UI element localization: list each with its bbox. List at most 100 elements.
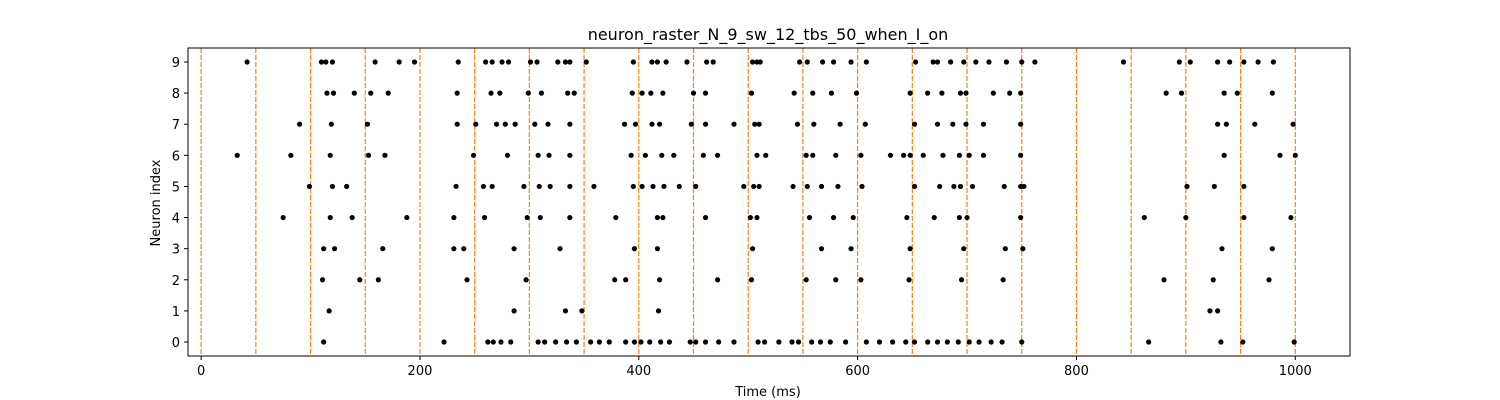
spike-point xyxy=(1223,121,1229,127)
spike-point xyxy=(1218,339,1224,345)
spike-point xyxy=(931,214,937,221)
spike-point xyxy=(534,59,540,65)
spike-point xyxy=(986,59,992,65)
spike-point xyxy=(565,90,571,96)
spike-point xyxy=(647,339,653,345)
spike-point xyxy=(234,152,240,158)
spike-point xyxy=(961,246,967,252)
spike-point xyxy=(454,121,460,127)
spike-point xyxy=(934,121,941,127)
spike-point xyxy=(906,277,912,283)
spike-point xyxy=(964,214,970,221)
spike-point xyxy=(818,246,825,252)
spike-point xyxy=(538,90,545,96)
spike-point xyxy=(631,246,638,252)
spike-point xyxy=(497,90,503,96)
y-tick-label: 7 xyxy=(172,118,180,133)
spike-point xyxy=(911,121,918,127)
spike-point xyxy=(795,339,802,345)
spike-point xyxy=(375,277,381,283)
spike-point xyxy=(591,183,597,190)
spike-point xyxy=(714,152,721,158)
spike-point xyxy=(368,90,374,96)
spike-point xyxy=(357,277,363,283)
spike-point xyxy=(716,339,722,345)
y-tick-label: 9 xyxy=(172,56,180,71)
spike-point xyxy=(957,183,964,190)
spike-point xyxy=(1221,152,1227,158)
spike-point xyxy=(842,339,849,345)
spike-point xyxy=(344,183,350,190)
spike-point xyxy=(702,214,709,221)
spike-point xyxy=(523,277,529,283)
spike-point xyxy=(649,59,655,65)
spike-point xyxy=(642,152,648,158)
spike-point xyxy=(1018,121,1024,127)
spike-point xyxy=(649,121,655,127)
y-axis-ticks: 0 1 2 3 4 5 6 7 8 9 xyxy=(172,56,188,351)
spike-point xyxy=(473,121,479,127)
spike-point xyxy=(567,121,573,127)
spike-point xyxy=(1211,183,1217,190)
spike-point xyxy=(1219,246,1225,252)
spike-point xyxy=(1288,214,1294,221)
spike-point xyxy=(661,183,667,190)
spike-point xyxy=(961,59,967,65)
spike-point xyxy=(532,121,538,127)
spike-point xyxy=(789,339,795,345)
spike-point xyxy=(382,152,388,158)
spike-point xyxy=(573,339,580,345)
spike-point xyxy=(920,152,926,158)
spike-point xyxy=(1187,59,1193,65)
spike-point xyxy=(451,214,457,221)
spike-point xyxy=(890,339,896,345)
spike-point xyxy=(693,339,699,345)
spike-point xyxy=(956,214,962,221)
spike-point xyxy=(660,214,666,221)
spike-point xyxy=(453,183,459,190)
spike-points xyxy=(234,59,1298,345)
spike-point xyxy=(751,183,757,190)
spike-point xyxy=(948,59,954,65)
spike-point xyxy=(850,214,856,221)
spike-point xyxy=(937,183,943,190)
spike-point xyxy=(817,339,824,345)
x-axis-ticks: 0 200 400 600 800 1000 xyxy=(197,356,1312,379)
spike-point xyxy=(329,59,336,65)
spike-point xyxy=(1241,183,1247,190)
spike-point xyxy=(455,59,461,65)
spike-point xyxy=(1163,90,1169,96)
spike-point xyxy=(489,59,495,65)
spike-point xyxy=(508,339,514,345)
spike-point xyxy=(925,90,931,96)
spike-point xyxy=(567,152,573,158)
spike-point xyxy=(833,277,839,283)
spike-point xyxy=(1252,121,1258,127)
spike-point xyxy=(485,339,491,345)
x-tick-label: 1000 xyxy=(1279,364,1312,379)
spike-point xyxy=(934,339,941,345)
spike-point xyxy=(887,152,894,158)
spike-point xyxy=(1019,339,1025,345)
spike-point xyxy=(323,59,329,65)
spike-point xyxy=(364,121,371,127)
spike-point xyxy=(493,121,500,127)
spike-point xyxy=(511,308,517,314)
spike-point xyxy=(639,183,645,190)
spike-point xyxy=(803,277,809,283)
spike-point xyxy=(853,90,860,96)
spike-point xyxy=(623,277,629,283)
spike-point xyxy=(963,121,969,127)
spike-point xyxy=(956,152,962,158)
x-tick-label: 200 xyxy=(408,364,433,379)
spike-point xyxy=(1292,152,1298,158)
spike-point xyxy=(749,246,756,252)
x-tick-label: 0 xyxy=(197,364,205,379)
spike-point xyxy=(810,152,816,158)
spike-point xyxy=(1183,214,1189,221)
spike-point xyxy=(976,339,982,345)
spike-point xyxy=(837,121,843,127)
spike-point xyxy=(907,152,913,158)
spike-point xyxy=(900,152,907,158)
spike-point xyxy=(470,152,477,158)
